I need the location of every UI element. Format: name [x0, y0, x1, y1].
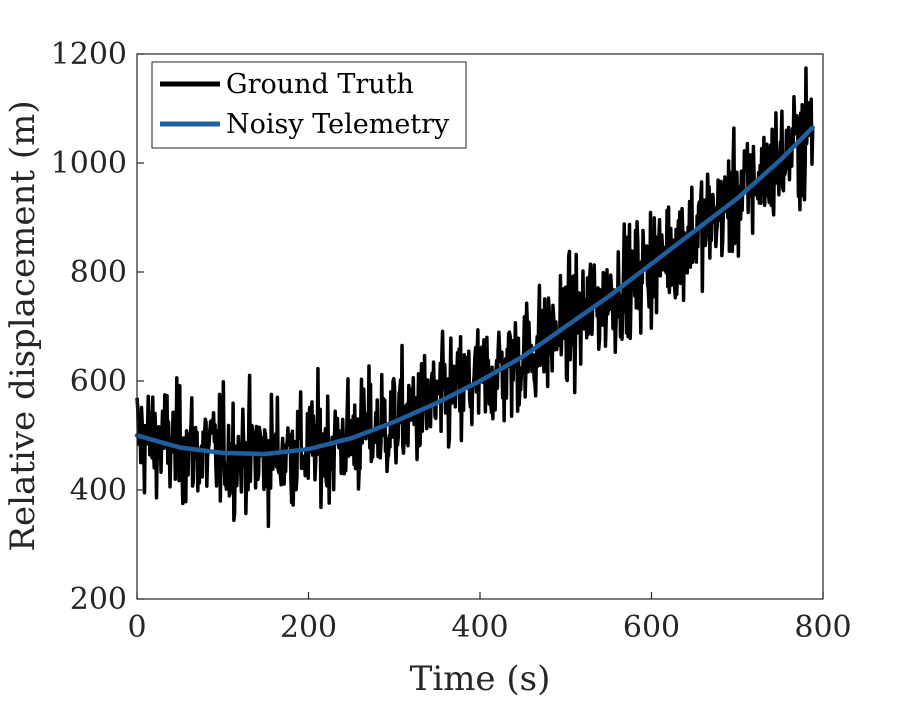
series-line-noisy-telemetry — [134, 125, 815, 457]
x-tick-label: 600 — [623, 610, 680, 645]
legend-box — [151, 61, 467, 149]
y-tick-label: 800 — [70, 255, 127, 290]
y-tick-label: 200 — [70, 582, 127, 617]
y-tick-label: 1000 — [51, 146, 127, 181]
x-tick-label: 0 — [127, 610, 146, 645]
y-axis-label: Relative displacement (m) — [3, 100, 43, 551]
y-tick-label: 1200 — [51, 37, 127, 72]
x-tick-label: 200 — [280, 610, 337, 645]
series-layer — [134, 66, 815, 529]
y-tick-label: 400 — [70, 473, 127, 508]
legend-label-ground-truth: Ground Truth — [226, 69, 414, 100]
x-tick-label: 800 — [794, 610, 851, 645]
legend: Ground Truth Noisy Telemetry — [151, 61, 467, 149]
legend-label-noisy-telemetry: Noisy Telemetry — [226, 109, 450, 140]
series-line-ground-truth — [135, 66, 815, 529]
y-tick-label: 600 — [70, 364, 127, 399]
x-axis-label: Time (s) — [410, 659, 551, 699]
x-tick-label: 400 — [451, 610, 508, 645]
